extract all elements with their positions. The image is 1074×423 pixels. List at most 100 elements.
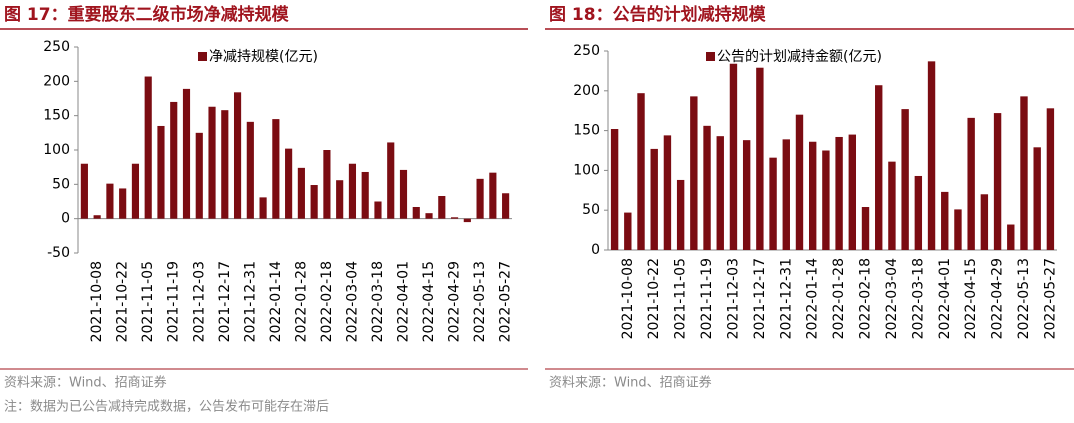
bar [131, 163, 140, 219]
bar [502, 193, 510, 219]
bar [259, 197, 267, 219]
bar [412, 206, 420, 219]
bar [119, 188, 127, 219]
x-tick-label: 2021-11-19 [166, 261, 182, 342]
x-tick-label: 2022-04-29 [447, 261, 463, 342]
x-tick-label: 2021-12-31 [242, 261, 258, 342]
bar [336, 180, 344, 219]
source: 资料来源：Wind、招商证券 [549, 375, 712, 391]
bar [888, 161, 896, 250]
x-tick-label: 2021-12-31 [778, 258, 794, 339]
source: 资料来源：Wind、招商证券 [4, 375, 167, 391]
bar [221, 110, 229, 219]
legend-swatch [198, 52, 207, 61]
bar [795, 114, 804, 251]
bar [610, 129, 619, 250]
bar [246, 121, 254, 219]
bar [967, 117, 975, 250]
bar [927, 61, 936, 251]
bar [993, 113, 1002, 250]
bar [463, 218, 471, 223]
y-tick-label: -50 [47, 245, 70, 261]
bar [716, 136, 724, 250]
bar [106, 183, 114, 219]
bar [822, 150, 830, 250]
x-tick-label: 2021-10-22 [115, 261, 131, 342]
legend-label: 净减持规模(亿元) [209, 49, 318, 65]
x-tick-label: 2022-03-18 [370, 261, 386, 342]
bar [438, 196, 446, 219]
bar [476, 178, 484, 219]
bar [80, 163, 88, 219]
y-tick-label: 150 [43, 108, 70, 124]
bar [1033, 147, 1041, 250]
bar [690, 96, 698, 250]
bar [742, 140, 751, 250]
x-tick-label: 2022-03-04 [344, 261, 360, 342]
bar [1020, 96, 1028, 250]
bar [769, 157, 777, 250]
bar [195, 132, 203, 219]
bar [208, 106, 216, 219]
bar [323, 150, 331, 219]
bar [387, 142, 395, 219]
bar [170, 101, 178, 219]
x-tick-label: 2022-03-18 [910, 258, 926, 339]
x-tick-label: 2022-04-15 [963, 258, 979, 339]
x-tick-label: 2022-01-14 [268, 261, 284, 342]
bar [703, 125, 711, 250]
x-tick-label: 2022-01-28 [293, 261, 309, 342]
bar [1046, 108, 1055, 250]
x-tick-label: 2021-12-17 [217, 261, 233, 342]
bar [144, 76, 152, 219]
bar [835, 136, 843, 250]
x-tick-label: 2022-05-13 [472, 261, 488, 342]
bar [980, 194, 989, 250]
x-tick-label: 2022-01-28 [831, 258, 847, 339]
bar [848, 134, 857, 250]
bar [901, 109, 909, 250]
bar [782, 139, 790, 250]
legend-label: 公告的计划减持金额(亿元) [717, 49, 882, 65]
bar [676, 179, 685, 250]
bar [348, 163, 357, 219]
x-tick-label: 2022-04-15 [421, 261, 437, 342]
y-tick-label: 50 [52, 176, 70, 192]
y-tick-label: 50 [582, 202, 600, 218]
bar [450, 217, 459, 219]
bar [399, 169, 408, 219]
x-tick-label: 2022-05-27 [1042, 258, 1058, 339]
x-tick-label: 2021-10-08 [89, 261, 105, 342]
y-tick-label: 100 [43, 142, 70, 158]
x-tick-label: 2021-10-22 [646, 258, 662, 339]
y-tick-label: 0 [591, 242, 600, 258]
bar [914, 175, 923, 250]
x-tick-label: 2022-04-01 [937, 258, 953, 339]
x-tick-label: 2021-10-08 [620, 258, 636, 339]
x-tick-label: 2021-12-03 [191, 261, 207, 342]
x-tick-label: 2021-11-05 [673, 258, 689, 339]
bar [637, 93, 645, 250]
x-tick-label: 2022-04-29 [990, 258, 1006, 339]
x-tick-label: 2021-12-17 [752, 258, 768, 339]
bar [808, 141, 817, 250]
bar [954, 209, 962, 250]
x-tick-label: 2021-11-05 [140, 261, 156, 342]
bar [285, 148, 293, 219]
y-tick-label: 200 [43, 73, 70, 89]
x-tick-label: 2022-02-18 [858, 258, 874, 339]
bar [489, 172, 497, 219]
bar [182, 88, 191, 219]
bar [663, 135, 672, 250]
x-tick-label: 2022-05-13 [1016, 258, 1032, 339]
bar [624, 212, 632, 250]
x-tick-label: 2021-12-03 [725, 258, 741, 339]
bar [425, 213, 433, 219]
x-tick-label: 2022-01-14 [805, 258, 821, 339]
chart-title: 图 18：公告的计划减持规模 [549, 4, 767, 25]
y-tick-label: 0 [61, 211, 70, 227]
bar [1007, 224, 1015, 250]
bar [272, 119, 280, 219]
y-tick-label: 100 [573, 162, 600, 178]
